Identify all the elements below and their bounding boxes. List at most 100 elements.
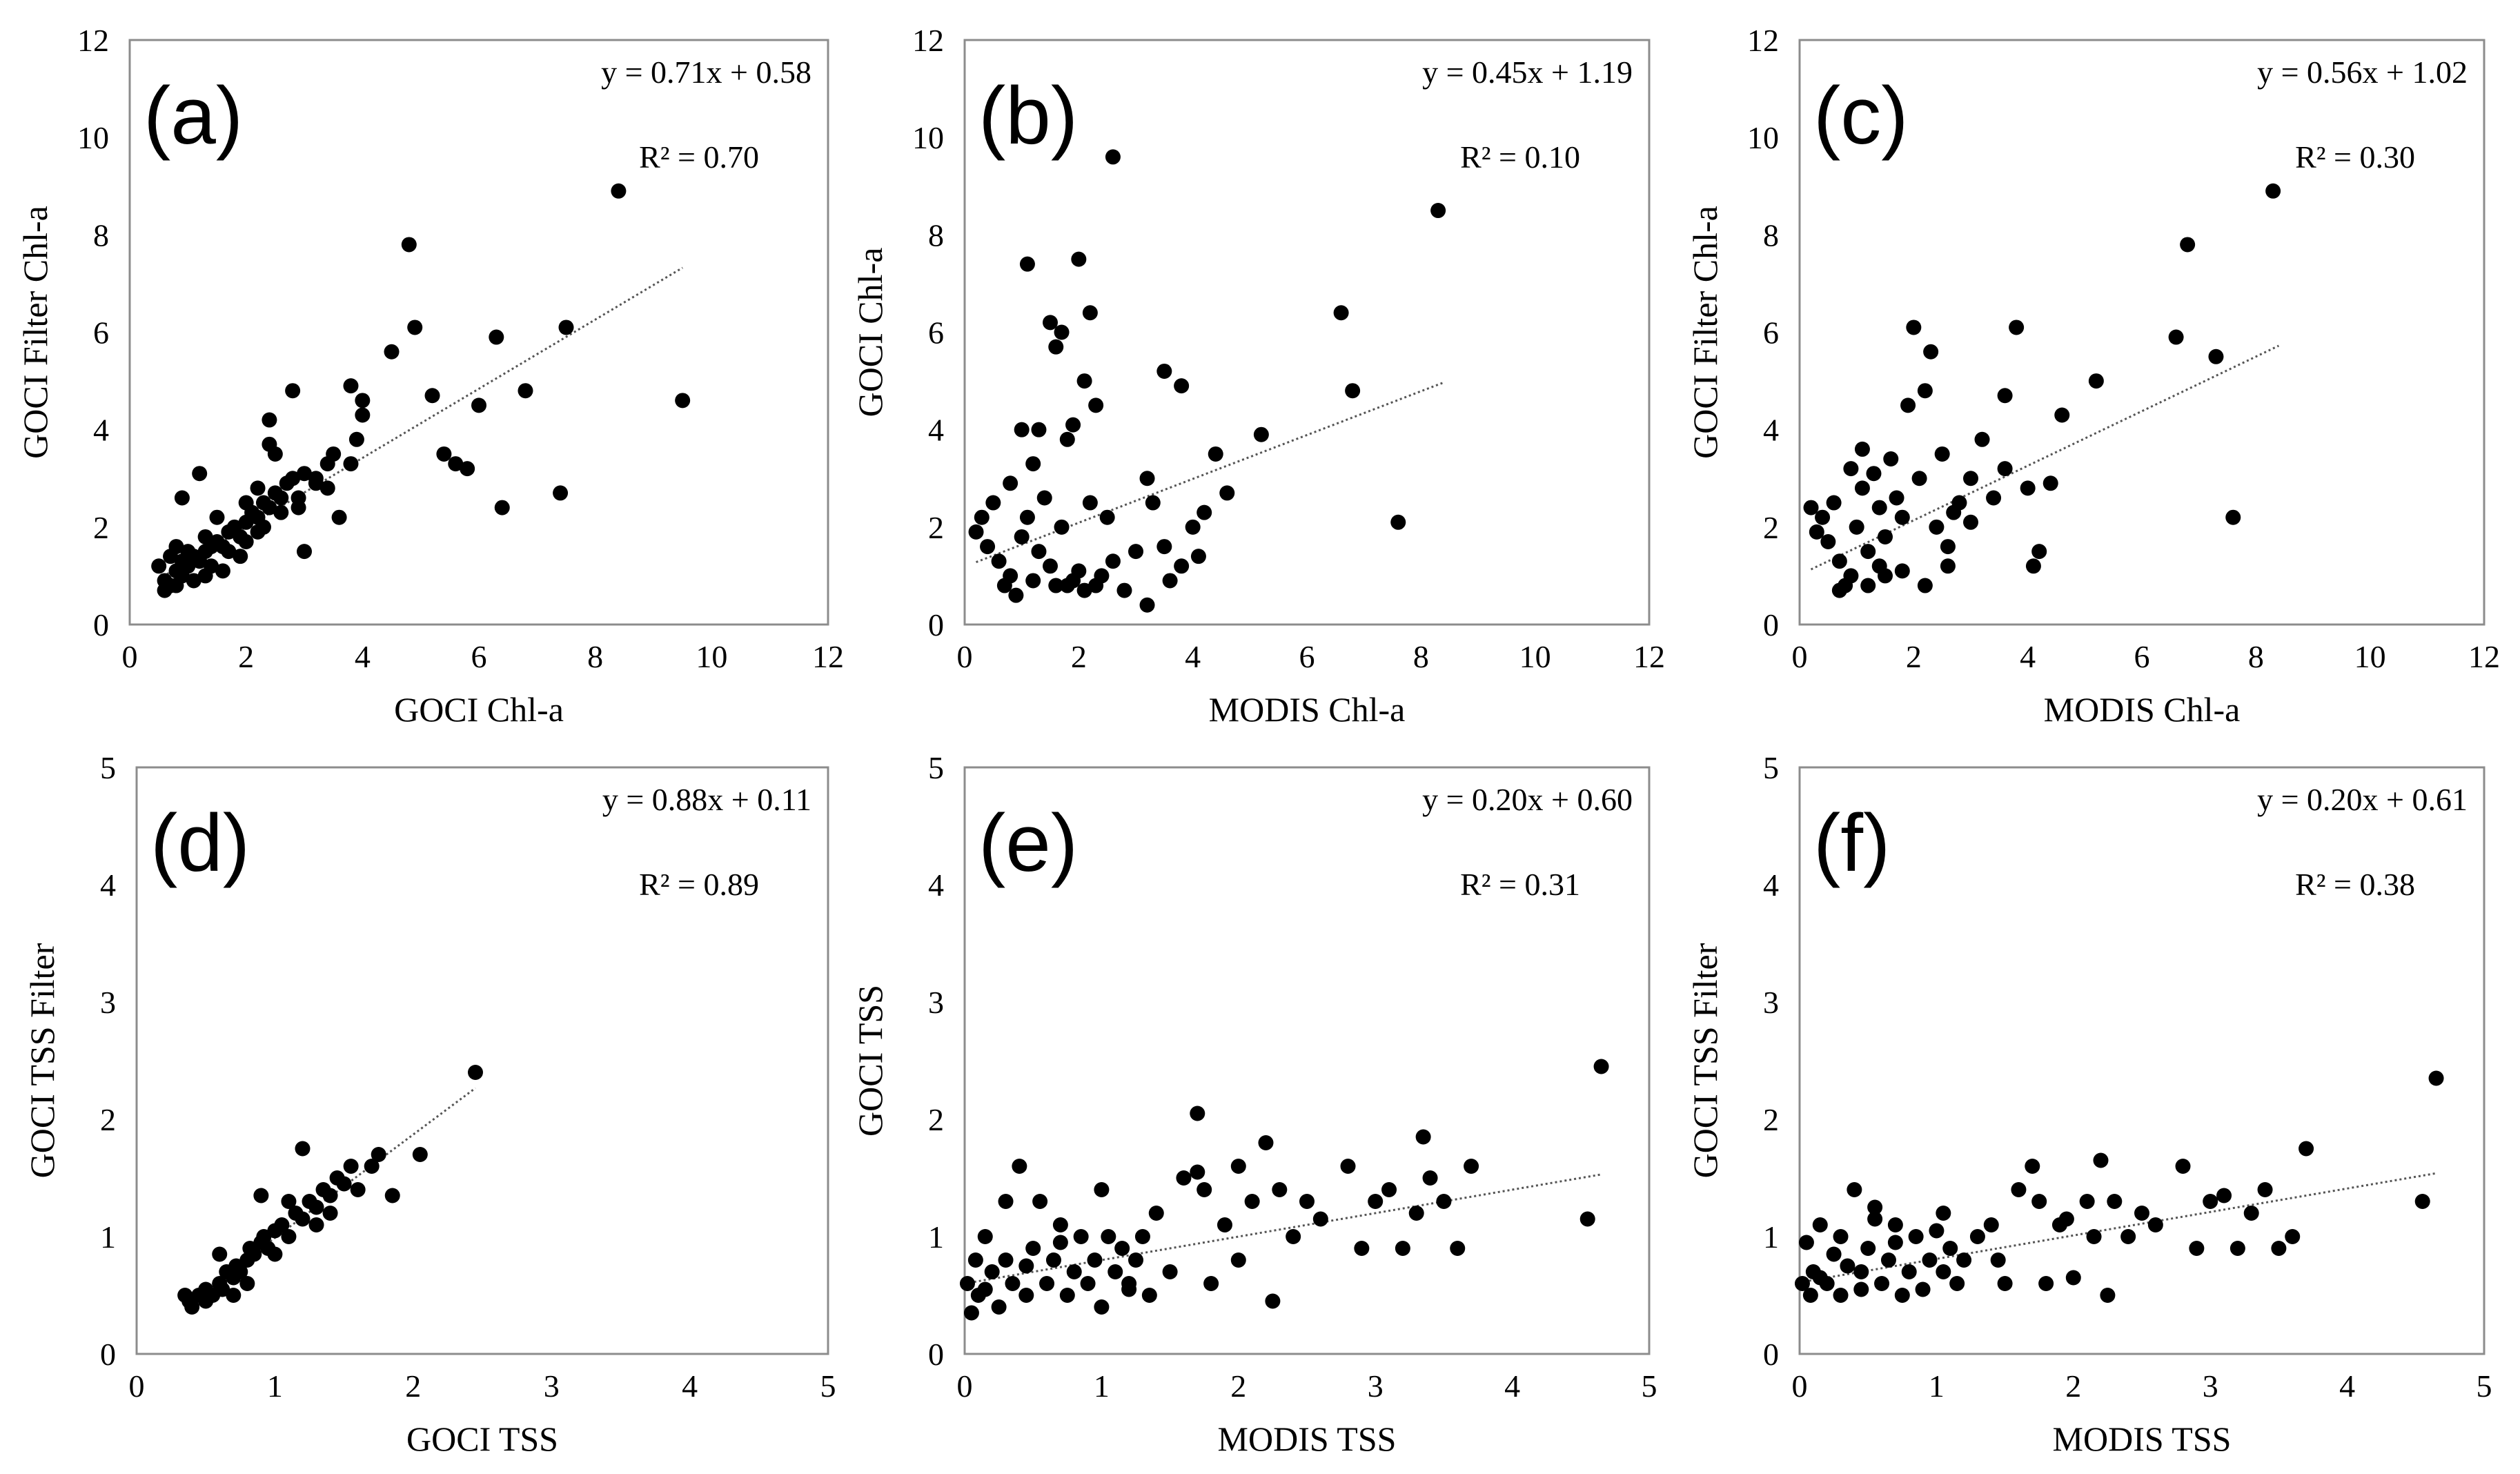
r-squared: R² = 0.30 bbox=[2295, 139, 2415, 175]
data-point bbox=[1162, 573, 1178, 589]
data-point bbox=[471, 397, 486, 413]
data-point bbox=[1997, 388, 2013, 404]
data-point bbox=[1815, 509, 1831, 525]
data-point bbox=[1990, 1252, 2006, 1268]
data-point bbox=[1219, 485, 1235, 501]
data-point bbox=[558, 320, 574, 335]
data-point bbox=[2428, 1070, 2444, 1086]
data-point bbox=[1190, 549, 1206, 564]
data-point bbox=[518, 383, 533, 399]
data-point bbox=[1052, 1217, 1068, 1232]
y-tick-label: 1 bbox=[100, 1219, 116, 1255]
data-point bbox=[2147, 1217, 2163, 1232]
data-point bbox=[1258, 1135, 1274, 1150]
x-tick-label: 8 bbox=[587, 639, 603, 674]
data-point bbox=[1312, 1211, 1328, 1227]
data-point bbox=[2107, 1194, 2123, 1209]
y-axis-title: GOCI Chl-a bbox=[851, 248, 889, 417]
data-point bbox=[331, 509, 347, 525]
data-point bbox=[1345, 383, 1361, 399]
data-point bbox=[1803, 500, 1819, 515]
data-point bbox=[2216, 1188, 2232, 1203]
data-point bbox=[1887, 1235, 1903, 1250]
data-point bbox=[1901, 1264, 1917, 1279]
data-point bbox=[1174, 558, 1190, 574]
data-point bbox=[1128, 544, 1143, 560]
x-axis-title: MODIS Chl-a bbox=[2044, 690, 2241, 729]
data-point bbox=[1039, 1276, 1055, 1291]
x-tick-label: 10 bbox=[1519, 639, 1551, 674]
y-tick-label: 2 bbox=[1763, 510, 1779, 545]
data-point bbox=[407, 320, 423, 335]
data-point bbox=[1422, 1170, 1438, 1186]
data-point bbox=[1003, 568, 1018, 584]
x-tick-label: 4 bbox=[2339, 1368, 2355, 1404]
y-axis-title: GOCI Filter Chl-a bbox=[16, 206, 55, 459]
data-point bbox=[174, 490, 190, 506]
data-point bbox=[974, 509, 990, 525]
data-point bbox=[168, 539, 184, 555]
data-point bbox=[1820, 534, 1836, 550]
data-point bbox=[2100, 1288, 2116, 1303]
data-point bbox=[1949, 1276, 1965, 1291]
y-tick-label: 0 bbox=[93, 607, 109, 642]
data-point bbox=[1156, 539, 1172, 555]
panel-f: 0 1 2 3 4 5 0 1 2 3 4 5 MODIS TSS GOCI TSS Filter (f) y… bbox=[1686, 750, 2492, 1458]
data-point bbox=[322, 1188, 338, 1203]
y-tick-label: 0 bbox=[100, 1337, 116, 1372]
data-point bbox=[1014, 422, 1030, 438]
data-point bbox=[1105, 149, 1121, 165]
x-tick-label: 0 bbox=[122, 639, 138, 674]
y-tick-label: 6 bbox=[1763, 315, 1779, 351]
data-point bbox=[2285, 1229, 2301, 1244]
data-point bbox=[1094, 1182, 1110, 1197]
data-point bbox=[1190, 1164, 1205, 1180]
x-tick-label: 12 bbox=[1633, 639, 1665, 674]
data-point bbox=[1906, 320, 1922, 335]
data-point bbox=[1936, 1264, 1951, 1279]
y-tick-label: 1 bbox=[1763, 1219, 1779, 1255]
data-point bbox=[436, 446, 452, 462]
data-point bbox=[467, 1065, 483, 1080]
data-point bbox=[959, 1276, 975, 1291]
data-point bbox=[1833, 1229, 1849, 1244]
data-point bbox=[281, 1229, 297, 1244]
data-point bbox=[262, 500, 277, 515]
data-point bbox=[2120, 1229, 2136, 1244]
data-point bbox=[1894, 1288, 1910, 1303]
data-point bbox=[1997, 1276, 2013, 1291]
data-point bbox=[1230, 1252, 1246, 1268]
data-point bbox=[262, 412, 277, 428]
data-point bbox=[1203, 1276, 1219, 1291]
data-point bbox=[1911, 471, 1927, 487]
y-tick-label: 4 bbox=[1763, 867, 1779, 903]
data-point bbox=[2225, 509, 2241, 525]
data-point bbox=[1076, 373, 1092, 389]
data-point bbox=[1854, 480, 1870, 496]
plot-frame bbox=[135, 766, 829, 1355]
data-point bbox=[1929, 519, 1945, 535]
y-tick-label: 6 bbox=[93, 315, 109, 351]
data-point bbox=[1190, 1106, 1205, 1121]
data-point bbox=[1464, 1159, 1479, 1174]
data-point bbox=[1052, 1235, 1068, 1250]
x-tick-label: 1 bbox=[1929, 1368, 1945, 1404]
y-tick-label: 4 bbox=[100, 867, 116, 903]
data-point bbox=[295, 1141, 311, 1157]
data-point bbox=[1415, 1129, 1431, 1145]
data-point bbox=[1094, 1299, 1110, 1315]
data-point bbox=[281, 1194, 297, 1209]
data-point bbox=[262, 436, 277, 452]
data-point bbox=[2298, 1141, 2314, 1157]
data-point bbox=[1025, 573, 1041, 589]
x-tick-label: 1 bbox=[1094, 1368, 1110, 1404]
data-point bbox=[1003, 475, 1018, 491]
data-point bbox=[1174, 378, 1190, 394]
data-point bbox=[274, 1217, 290, 1232]
x-tick-label: 10 bbox=[696, 639, 727, 674]
data-point bbox=[285, 383, 301, 399]
plot-frame bbox=[1798, 39, 2485, 626]
data-point bbox=[1054, 324, 1070, 340]
data-point bbox=[297, 466, 312, 482]
data-point bbox=[1936, 1206, 1951, 1221]
